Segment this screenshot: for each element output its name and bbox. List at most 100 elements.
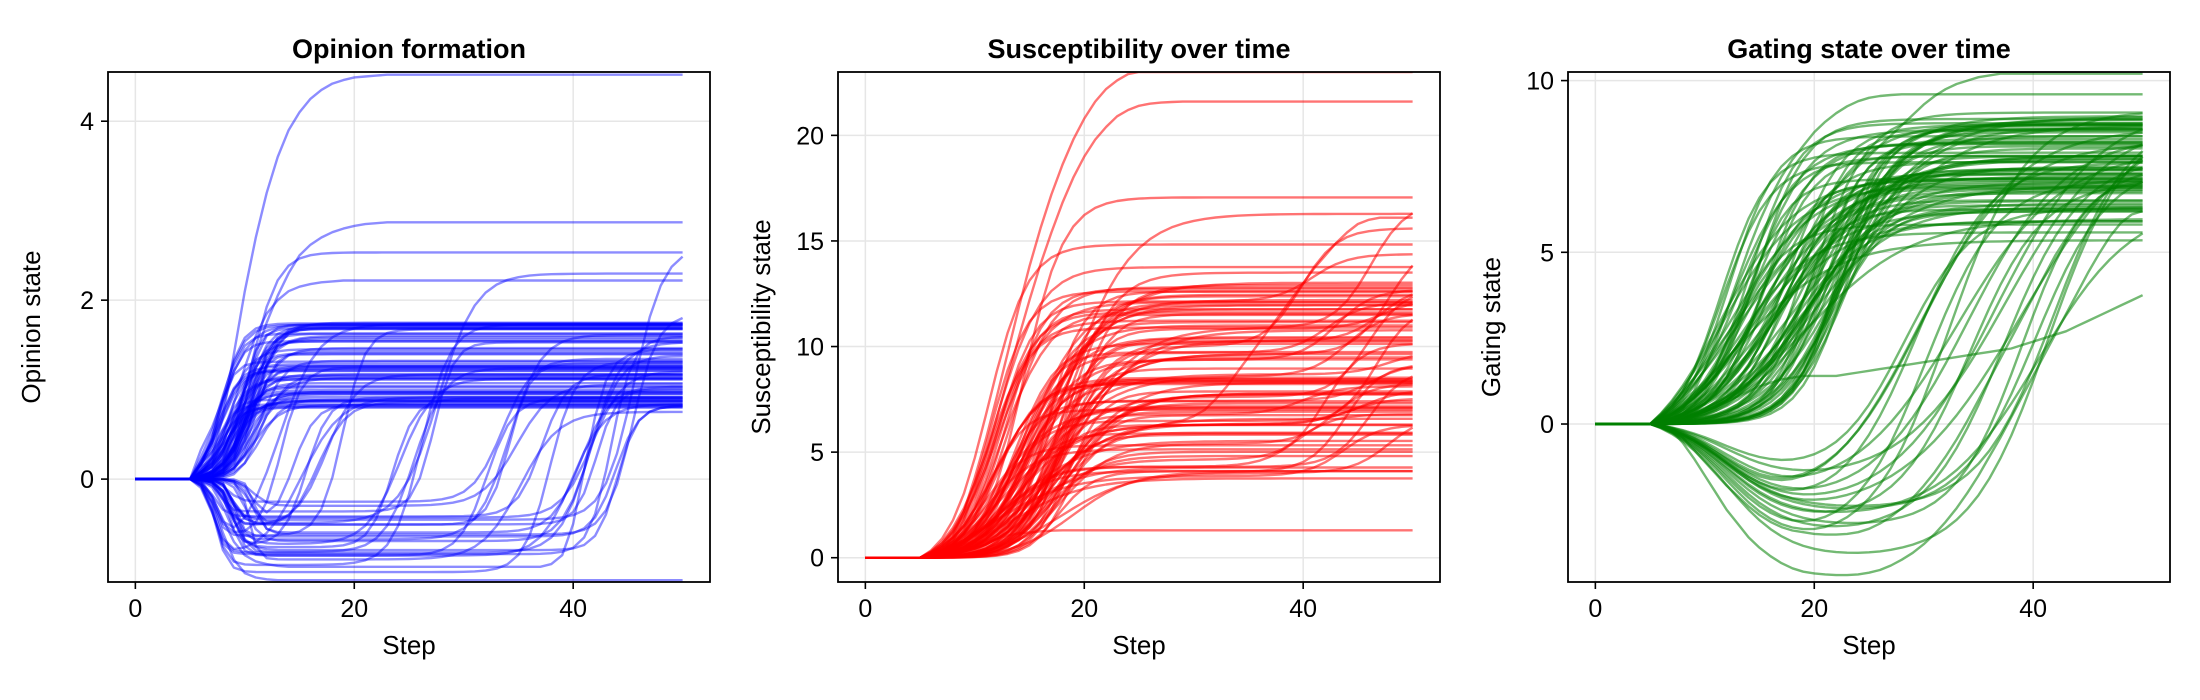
series-line — [135, 369, 683, 481]
series-line — [135, 382, 683, 481]
series-line — [135, 322, 683, 481]
series-line — [135, 352, 683, 481]
series-line — [135, 341, 683, 513]
series-line — [135, 392, 683, 481]
series-lines — [135, 73, 684, 582]
series-line — [135, 73, 683, 481]
series-line — [135, 377, 683, 545]
series-line — [135, 348, 683, 568]
y-tick-label: 5 — [1540, 239, 1554, 267]
series-line — [135, 323, 683, 481]
series-line — [135, 403, 683, 514]
x-tick-label: 40 — [2019, 595, 2047, 623]
series-line — [135, 360, 683, 574]
series-line — [135, 396, 683, 557]
series-line — [135, 346, 683, 481]
series-line — [135, 348, 683, 481]
series-line — [865, 529, 1413, 559]
series-line — [135, 350, 683, 481]
x-tick-label: 20 — [1800, 595, 1828, 623]
x-axis-label: Step — [382, 630, 436, 660]
series-line — [135, 369, 683, 481]
series-line — [1595, 175, 2143, 426]
series-line — [135, 400, 683, 523]
series-line — [135, 378, 683, 481]
series-line — [135, 391, 683, 481]
series-line — [135, 326, 683, 481]
series-line — [135, 321, 683, 481]
series-line — [135, 377, 683, 481]
x-tick-label: 20 — [1070, 595, 1098, 623]
ticks: 0 20 40 0 2 4 — [80, 108, 587, 623]
series-line — [135, 396, 683, 551]
panel-gating-state: 0 20 40 0 5 10 Gating state over time Step Ga… — [1476, 34, 2171, 660]
series-line — [135, 395, 683, 481]
series-line — [135, 335, 683, 556]
series-lines — [1595, 72, 2144, 577]
series-line — [135, 400, 683, 481]
series-line — [1595, 180, 2143, 536]
series-line — [1595, 180, 2144, 510]
series-line — [135, 367, 683, 481]
y-tick-label: 0 — [810, 545, 824, 573]
series-line — [135, 403, 683, 557]
series-line — [135, 255, 684, 521]
chart-title: Gating state over time — [1727, 34, 2011, 64]
series-line — [135, 397, 683, 549]
series-line — [135, 410, 683, 561]
grid — [108, 72, 710, 582]
series-line — [135, 323, 683, 481]
series-line — [135, 386, 683, 481]
panel-susceptibility: 0 20 40 0 5 10 15 20 Susceptibility over time S… — [746, 34, 1441, 660]
series-line — [135, 365, 683, 481]
x-tick-label: 0 — [1588, 595, 1602, 623]
series-line — [135, 325, 683, 481]
series-line — [135, 365, 683, 481]
series-line — [135, 398, 683, 481]
series-line — [135, 279, 683, 481]
x-tick-label: 40 — [559, 595, 587, 623]
series-line — [135, 398, 683, 481]
series-line — [135, 359, 683, 481]
series-line — [135, 403, 683, 481]
series-line — [135, 396, 683, 545]
x-axis-label: Step — [1842, 630, 1896, 660]
series-line — [135, 404, 683, 481]
series-line — [1595, 143, 2144, 472]
y-tick-label: 20 — [796, 122, 824, 150]
series-line — [135, 374, 683, 481]
series-line — [135, 370, 683, 519]
y-tick-label: 15 — [796, 228, 824, 256]
series-line — [135, 385, 683, 534]
series-line — [135, 353, 683, 481]
series-line — [135, 325, 683, 481]
series-line — [135, 405, 683, 481]
y-axis-label: Gating state — [1476, 257, 1506, 397]
series-line — [135, 327, 683, 481]
y-tick-label: 10 — [796, 334, 824, 362]
y-tick-label: 5 — [810, 439, 824, 467]
series-line — [135, 366, 683, 534]
plot-frame — [837, 71, 1441, 583]
series-line — [865, 402, 1413, 559]
y-axis-label: Susceptibility state — [746, 219, 776, 434]
x-tick-label: 0 — [858, 595, 872, 623]
series-line — [135, 340, 683, 481]
x-tick-label: 20 — [340, 595, 368, 623]
series-line — [135, 365, 683, 481]
y-tick-label: 2 — [80, 287, 94, 315]
series-line — [135, 388, 683, 481]
x-axis-label: Step — [1112, 630, 1166, 660]
plot-frame — [107, 71, 711, 583]
series-line — [1595, 294, 2144, 426]
series-line — [135, 367, 683, 554]
series-lines — [865, 72, 1414, 559]
series-line — [135, 376, 683, 481]
series-line — [135, 405, 683, 552]
series-line — [865, 313, 1413, 559]
series-line — [135, 328, 683, 537]
series-line — [135, 322, 683, 529]
series-line — [865, 216, 1413, 559]
series-line — [135, 336, 683, 481]
